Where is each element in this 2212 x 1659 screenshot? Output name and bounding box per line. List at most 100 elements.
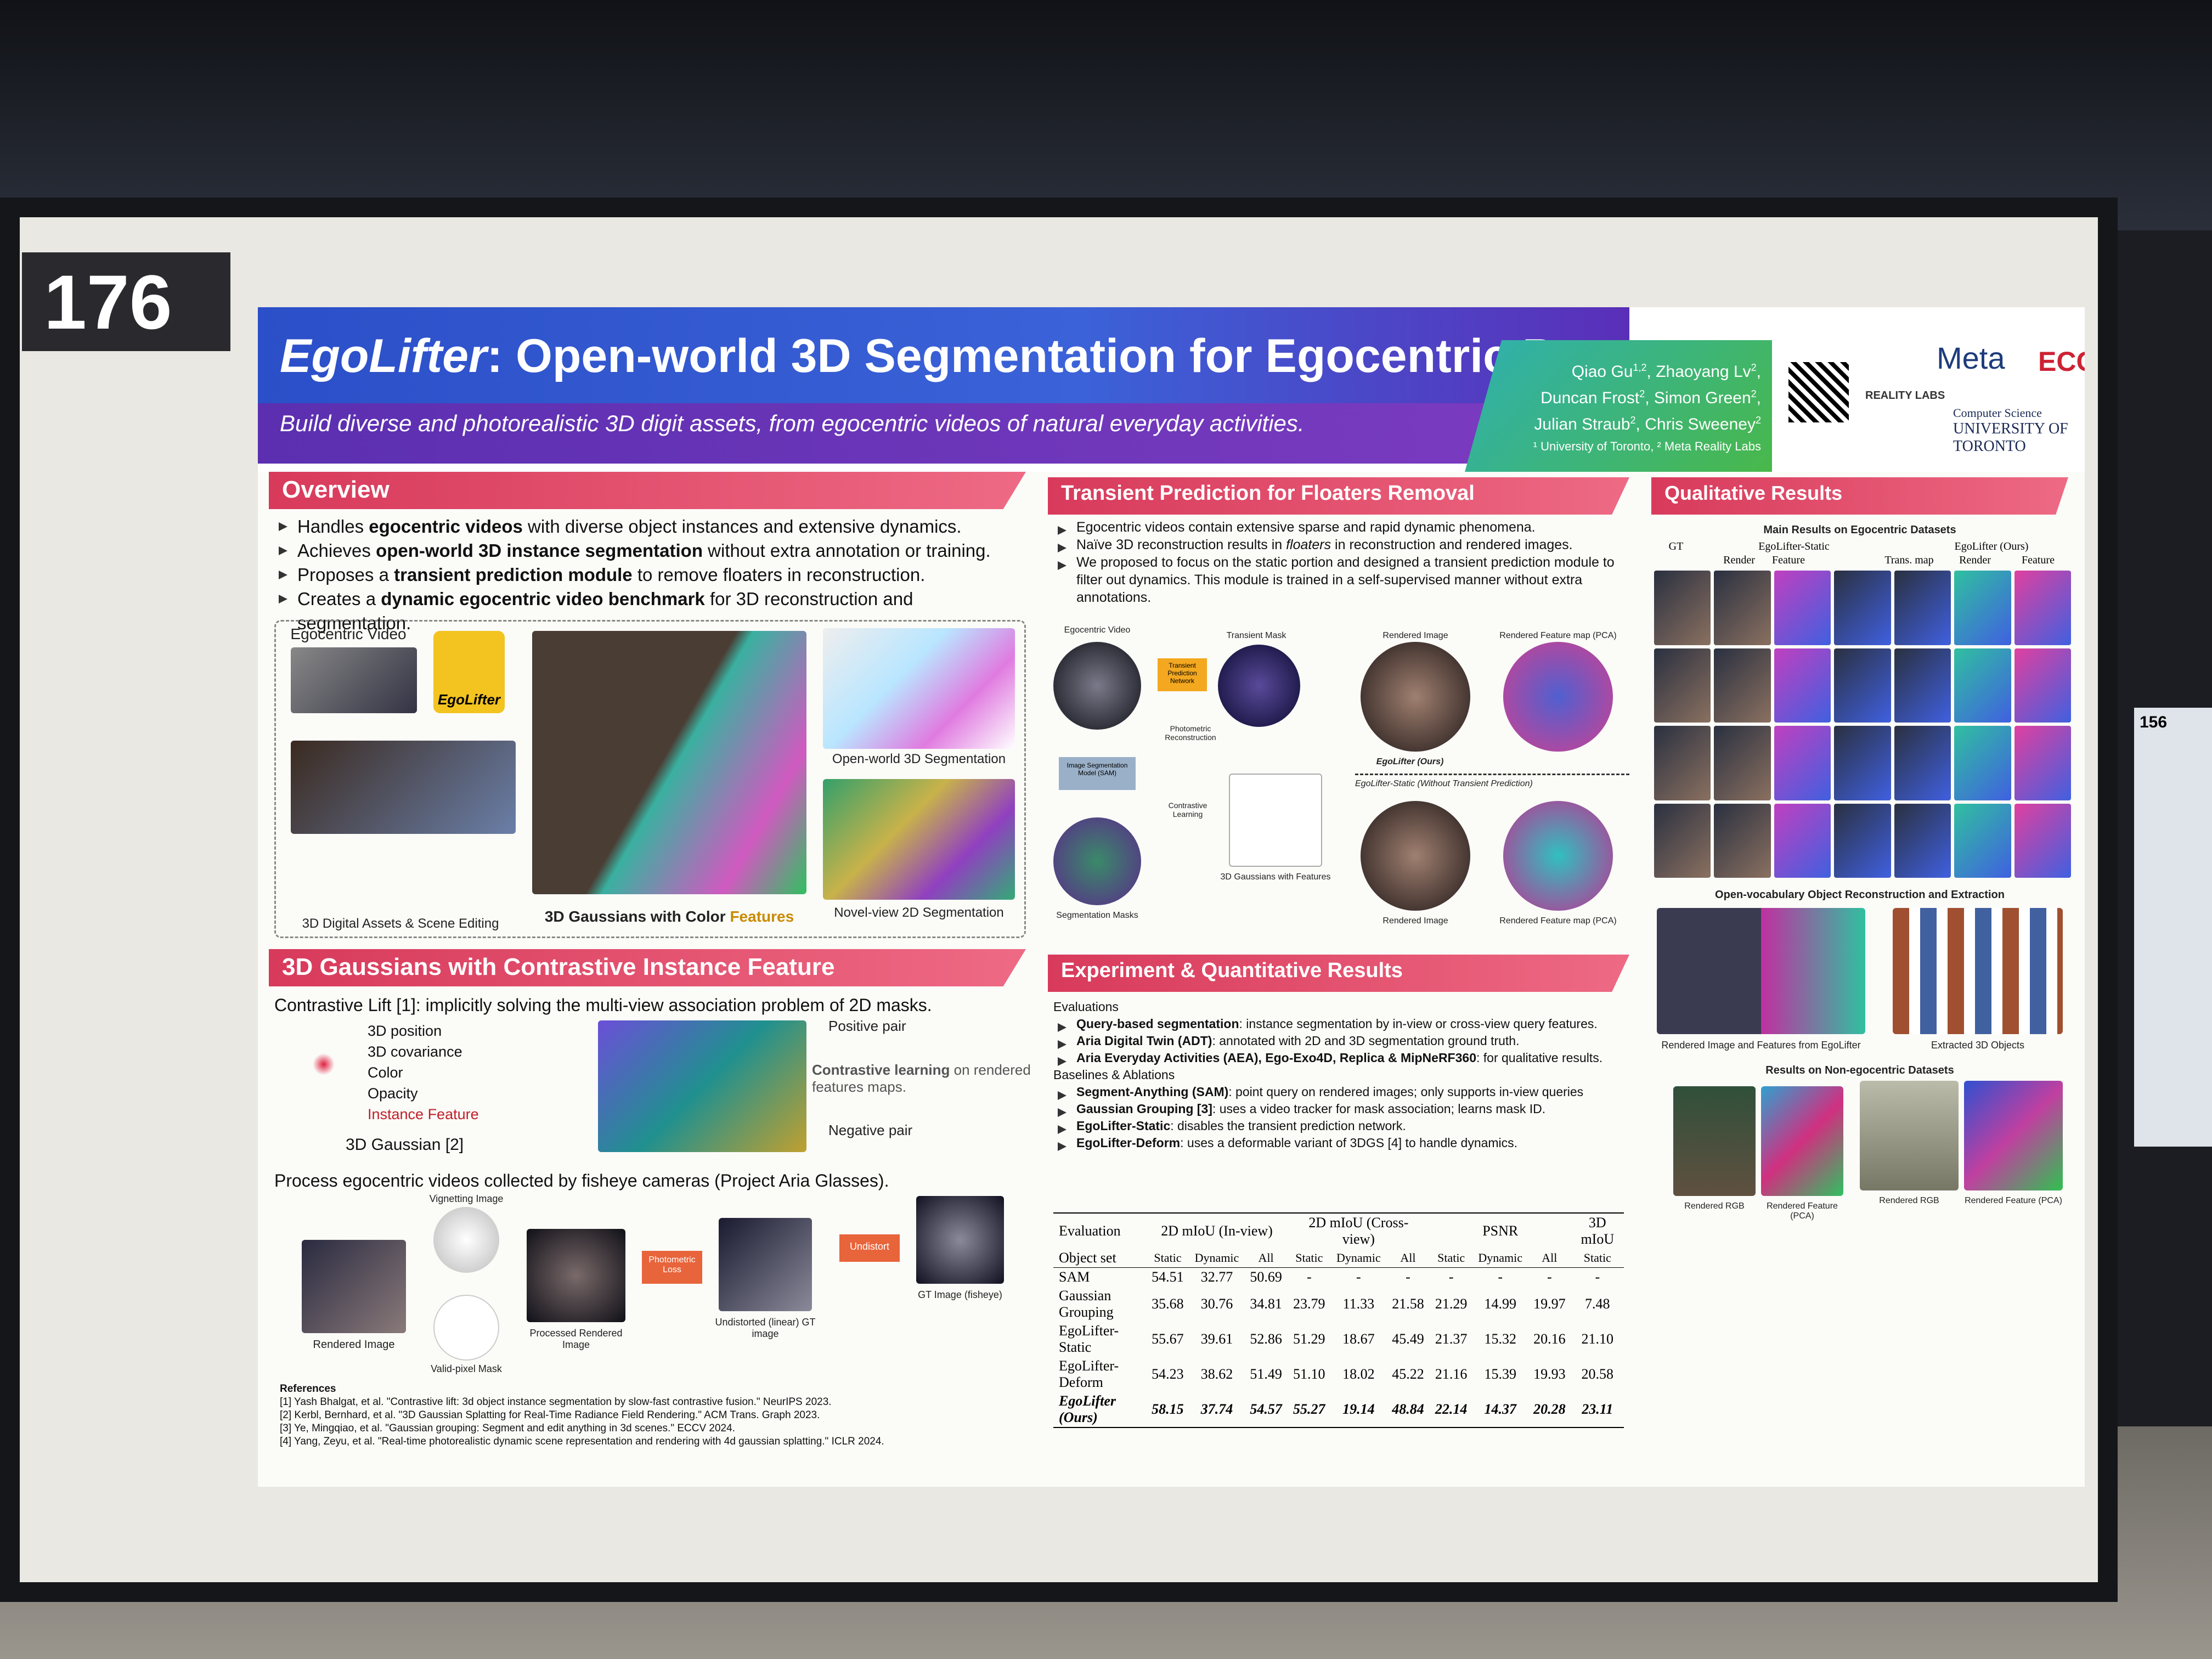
table-cell: 15.39 [1484, 1366, 1516, 1382]
figure-label: Rendered Image [313, 1339, 395, 1351]
sam-box: Image Segmentation Model (SAM) [1059, 757, 1136, 790]
image [1834, 648, 1891, 723]
table-cell: 55.67 [1152, 1331, 1184, 1347]
figure-label: 3D Gaussians with Color Features [532, 908, 806, 926]
table-row: SAM 54.51 32.77 50.69 - - - - - - - [1053, 1268, 1624, 1287]
evaluation-list: Query-based segmentation: instance segme… [1053, 1015, 1629, 1066]
section-heading: 3D Gaussians with Contrastive Instance F… [269, 949, 1026, 986]
poster: EgoLifter: Open-world 3D Segmentation fo… [258, 307, 2085, 1487]
table-header: PSNR [1482, 1223, 1519, 1239]
reference-list: [1] Yash Bhalgat, et al. "Contrastive li… [280, 1396, 1020, 1448]
table-cell: 45.22 [1392, 1366, 1424, 1382]
author-sup: 1,2 [1633, 362, 1647, 373]
bullet: Creates a dynamic egocentric video bench… [274, 587, 1031, 635]
bullet-part: Segment-Anything (SAM) [1076, 1085, 1229, 1099]
row-name: EgoLifter (Ours) [1059, 1393, 1116, 1425]
bullet: Egocentric videos contain extensive spar… [1053, 518, 1629, 536]
qr-code [1788, 362, 1849, 422]
figure-label: Rendered Feature map (PCA) [1499, 916, 1617, 926]
attribute: 3D position [368, 1023, 442, 1039]
bullet-part: egocentric videos [369, 516, 523, 537]
label-part: Features [730, 908, 794, 925]
gaussian-dot [313, 1053, 335, 1075]
row-name: EgoLifter-Static [1059, 1323, 1119, 1355]
figure-label: Processed Rendered Image [529, 1328, 623, 1350]
table-cell: 51.29 [1293, 1331, 1325, 1347]
bullet: We proposed to focus on the static porti… [1053, 554, 1629, 606]
image [1774, 648, 1831, 723]
bullet-part: : point query on rendered images; only s… [1228, 1085, 1584, 1099]
table-header: All [1400, 1251, 1416, 1265]
table-row: Gaussian Grouping 35.68 30.76 34.81 23.79 11.… [1053, 1286, 1624, 1322]
author: Simon Green2, [1654, 388, 1761, 407]
figure-label: 3D Gaussians with Features [1220, 872, 1331, 882]
bullet: Naïve 3D reconstruction results in float… [1053, 536, 1629, 554]
bullet-part: Gaussian Grouping [3] [1076, 1102, 1212, 1116]
column-header: Render [1723, 554, 1755, 566]
figure-label: Vignetting Image [429, 1193, 504, 1204]
bullet-part: Aria Everyday Activities (AEA), Ego-Exo4… [1076, 1051, 1476, 1065]
author-name: Zhaoyang Lv [1656, 363, 1751, 381]
bullet-part: Aria Digital Twin (ADT) [1076, 1034, 1212, 1048]
image [719, 1218, 812, 1311]
figure-label: Open-world 3D Segmentation [832, 752, 1006, 766]
image [1774, 571, 1831, 645]
table-cell: 54.57 [1250, 1401, 1282, 1417]
title-band: EgoLifter: Open-world 3D Segmentation fo… [258, 307, 1766, 403]
image [1053, 817, 1141, 905]
table-header: Object set [1059, 1250, 1116, 1266]
author-name: Chris Sweeney [1645, 415, 1756, 433]
uoft-logo: Computer Science UNIVERSITY OF TORONTO [1953, 406, 2085, 455]
author-name: Qiao Gu [1571, 363, 1633, 381]
neighbor-poster: 156 [2134, 708, 2212, 1147]
image [1714, 571, 1771, 645]
figure-label: Rendered Feature (PCA) [1767, 1201, 1838, 1221]
image [1714, 803, 1771, 878]
list-heading: Evaluations [1053, 1000, 1119, 1014]
reference: [2] Kerbl, Bernhard, et al. "3D Gaussian… [280, 1409, 820, 1421]
bullet-part: : disables the transient prediction netw… [1170, 1119, 1406, 1133]
table-row: Evaluation 2D mIoU (In-view) 2D mIoU (Cros… [1053, 1213, 1624, 1249]
column-header: EgoLifter-Static [1758, 540, 1830, 552]
table-header: Static [1437, 1251, 1465, 1265]
egolifter-box: EgoLifter [433, 631, 505, 713]
image [1361, 642, 1470, 752]
image [1894, 571, 1951, 645]
bullet-part: for 3D reconstruction and segmentation. [297, 589, 913, 633]
table-header: Static [1295, 1251, 1323, 1265]
image [433, 1207, 499, 1273]
bullet: Gaussian Grouping [3]: uses a video trac… [1053, 1101, 1629, 1118]
table-cell: - [1498, 1269, 1503, 1285]
figure-label: Valid-pixel Mask [431, 1363, 502, 1374]
bullet-part: with diverse object instances and extens… [522, 516, 962, 537]
bullet-part: Handles [297, 516, 369, 537]
author-sup: 2 [1751, 362, 1757, 373]
table-cell: 51.49 [1250, 1366, 1282, 1382]
list-heading: Baselines & Ablations [1053, 1068, 1175, 1082]
table-header: 2D mIoU (Cross-view) [1308, 1215, 1409, 1247]
attribute: 3D covariance [368, 1043, 462, 1060]
bullet-part: : uses a deformable variant of 3DGS [4] … [1180, 1136, 1518, 1150]
text: Contrastive Lift [1]: implicitly solving… [274, 995, 932, 1015]
row-name: SAM [1059, 1269, 1090, 1285]
image [1761, 1086, 1843, 1196]
bullet-part: to remove floaters in reconstruction. [632, 565, 926, 585]
bullet-part: open-world 3D instance segmentation [376, 540, 703, 561]
table-header: All [1258, 1251, 1274, 1265]
table-cell: 21.37 [1435, 1331, 1468, 1347]
author: Duncan Frost2, [1541, 388, 1654, 407]
table-cell: 23.11 [1582, 1401, 1613, 1417]
table-cell: 20.58 [1581, 1366, 1614, 1382]
table-cell: 14.37 [1484, 1401, 1516, 1417]
figure-label: EgoLifter-Static (Without Transient Pred… [1355, 779, 1533, 788]
author-name: Duncan Frost [1541, 389, 1640, 407]
bullet-part: floaters [1286, 537, 1331, 552]
column-header: EgoLifter (Ours) [1954, 540, 2029, 552]
bullet: Segment-Anything (SAM): point query on r… [1053, 1084, 1629, 1101]
reality-labs-logo: REALITY LABS [1865, 390, 1945, 402]
image [1954, 803, 2011, 878]
image [1229, 774, 1322, 867]
table-cell: 30.76 [1200, 1296, 1233, 1312]
table-cell: 19.14 [1342, 1401, 1375, 1417]
undistort-box: Undistort [839, 1234, 900, 1262]
